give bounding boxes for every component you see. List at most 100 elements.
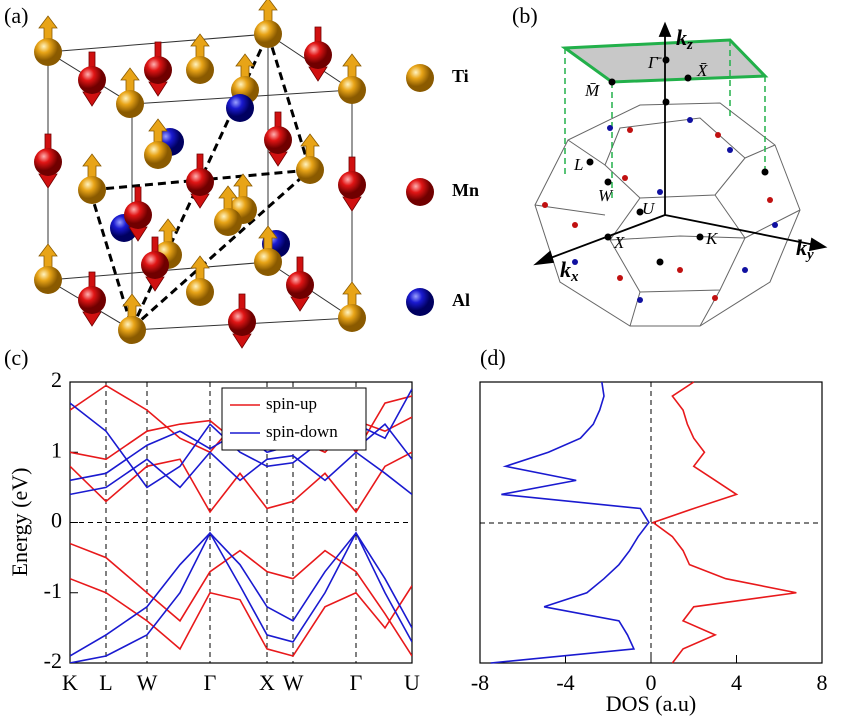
brillouin-zone: [533, 21, 828, 327]
atom: [78, 66, 106, 94]
y-axis-label: Energy (eV): [7, 468, 32, 577]
atoms: [34, 0, 366, 349]
atom: [286, 271, 314, 299]
x-tick-label: K: [62, 670, 78, 695]
band-line: [70, 531, 412, 657]
atom: [254, 248, 282, 276]
point-label: M̄: [584, 81, 600, 100]
y-tick-label: -1: [44, 578, 62, 603]
spin-arrow: [148, 118, 168, 144]
legend-box: [221, 387, 367, 451]
band-line: [70, 577, 412, 657]
x-axis-label: DOS (a.u): [606, 691, 696, 716]
x-tick-label: W: [283, 670, 304, 695]
spin-arrow: [38, 15, 58, 41]
atom: [144, 141, 172, 169]
spin-arrow: [233, 173, 253, 199]
legend-swatch: [406, 178, 434, 206]
x-tick-label: L: [99, 670, 112, 695]
atom: [116, 90, 144, 118]
x-tick-label: -8: [471, 670, 489, 695]
atom: [304, 41, 332, 69]
atom: [264, 126, 292, 154]
atom: [78, 286, 106, 314]
point-label: X: [613, 233, 625, 252]
panel-label: (d): [480, 345, 506, 370]
x-tick-label: Γ: [204, 670, 217, 695]
spin-arrow: [158, 218, 178, 244]
legend-swatch: [406, 288, 434, 316]
spin-arrow: [342, 53, 362, 79]
dos-line: [651, 381, 797, 664]
atom: [78, 176, 106, 204]
atom: [34, 266, 62, 294]
atom: [214, 208, 242, 236]
spin-arrow: [258, 225, 278, 251]
spin-arrow: [190, 33, 210, 59]
point-label: K: [705, 229, 719, 248]
spin-arrow: [300, 133, 320, 159]
band-line: [70, 451, 412, 514]
atom: [228, 308, 256, 336]
atom: [144, 56, 172, 84]
atom: [118, 316, 146, 344]
atom: [338, 171, 366, 199]
atom: [296, 156, 324, 184]
axis-label: kx: [560, 257, 579, 285]
spin-arrow: [82, 153, 102, 179]
spin-arrow: [190, 255, 210, 281]
legend-label: spin-up: [266, 394, 317, 413]
spin-arrow: [342, 281, 362, 307]
point-label: X̄: [696, 61, 708, 80]
atom: [226, 94, 254, 122]
legend-label: Ti: [452, 66, 469, 86]
legend-label: spin-down: [266, 422, 338, 441]
panel-label: (c): [4, 345, 28, 370]
atom: [34, 148, 62, 176]
point-label: W: [598, 186, 614, 205]
spin-arrow: [120, 67, 140, 93]
spin-arrow: [122, 293, 142, 319]
bz-labels: kz ky kx Γ̄ X̄ M̄ L W U X K: [560, 25, 814, 285]
y-tick-label: 2: [51, 367, 62, 392]
spin-arrow: [258, 0, 278, 23]
y-tick-label: -2: [44, 648, 62, 673]
band-line: [70, 451, 412, 496]
legend-label: Al: [452, 290, 470, 310]
spin-arrow: [38, 243, 58, 269]
legend-swatch: [406, 64, 434, 92]
x-tick-label: 4: [731, 670, 742, 695]
atom: [141, 251, 169, 279]
x-tick-label: W: [137, 670, 158, 695]
x-tick-label: U: [404, 670, 420, 695]
atom: [124, 201, 152, 229]
spin-arrow: [218, 185, 238, 211]
point-label: U: [642, 199, 656, 218]
y-tick-label: 1: [51, 437, 62, 462]
y-tick-label: 0: [51, 508, 62, 533]
atom: [34, 38, 62, 66]
legend-label: Mn: [452, 180, 479, 200]
x-tick-label: 0: [646, 670, 657, 695]
point-label: L: [573, 155, 583, 174]
atom: [338, 304, 366, 332]
atom: [186, 278, 214, 306]
panel-label: (b): [512, 3, 538, 28]
axis-label: ky: [796, 235, 814, 263]
atom: [338, 76, 366, 104]
band-line: [70, 542, 412, 657]
spin-arrow: [235, 53, 255, 79]
crystal-legend: Ti Mn Al: [406, 64, 479, 316]
x-tick-label: Γ: [350, 670, 363, 695]
atom: [186, 56, 214, 84]
x-tick-label: -4: [556, 670, 574, 695]
axis-label: kz: [676, 25, 693, 53]
atom: [254, 20, 282, 48]
x-tick-label: 8: [817, 670, 828, 695]
x-tick-label: X: [259, 670, 275, 695]
band-line: [70, 531, 412, 663]
atom: [186, 168, 214, 196]
panel-label: (a): [4, 3, 28, 28]
dos-line: [490, 381, 650, 664]
